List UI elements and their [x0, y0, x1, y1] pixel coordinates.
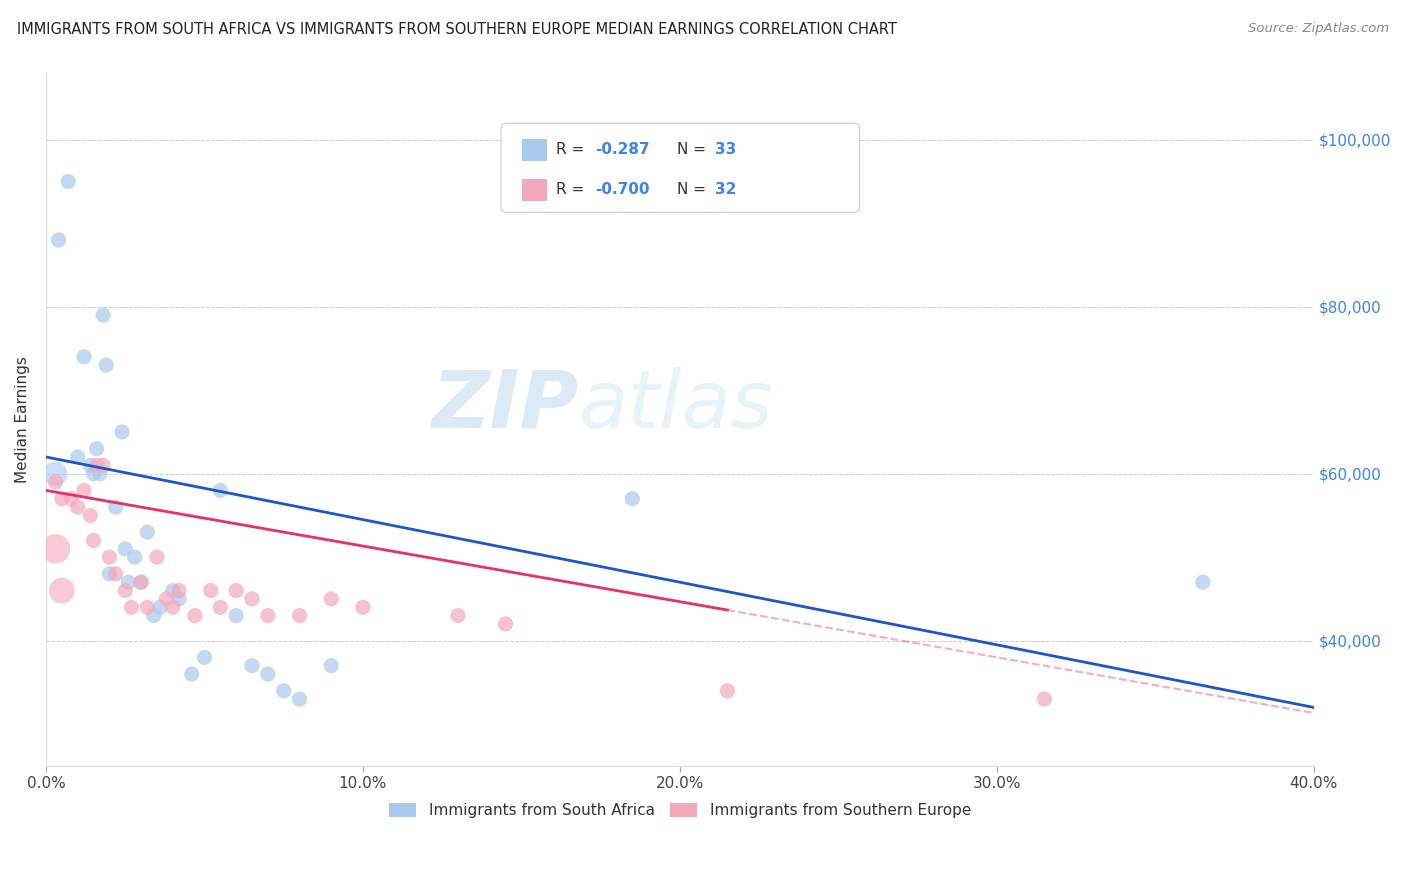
Point [146, 550, 169, 565]
Text: ZIP: ZIP [432, 367, 578, 444]
Point [111, 425, 134, 439]
Text: atlas: atlas [578, 367, 773, 444]
Text: R =: R = [555, 182, 589, 197]
Legend: Immigrants from South Africa, Immigrants from Southern Europe: Immigrants from South Africa, Immigrants… [382, 797, 977, 824]
Point [167, 591, 190, 606]
Point [321, 591, 343, 606]
Point [104, 566, 127, 581]
Point [56, 174, 79, 188]
Point [193, 650, 215, 665]
Text: N =: N = [676, 182, 710, 197]
Point [44, 467, 66, 481]
Point [209, 483, 232, 498]
Point [66, 450, 89, 464]
Text: IMMIGRANTS FROM SOUTH AFRICA VS IMMIGRANTS FROM SOUTHERN EUROPE MEDIAN EARNINGS : IMMIGRANTS FROM SOUTH AFRICA VS IMMIGRAN… [17, 22, 897, 37]
Point [83, 467, 105, 481]
Point [44, 475, 66, 489]
Point [129, 575, 152, 590]
Point [98, 566, 121, 581]
Point [256, 667, 278, 681]
Point [91, 458, 114, 473]
Y-axis label: Median Earnings: Median Earnings [15, 356, 30, 483]
Point [162, 600, 184, 615]
Point [240, 591, 263, 606]
Point [136, 600, 159, 615]
Point [136, 525, 159, 540]
Text: -0.700: -0.700 [595, 182, 650, 197]
Point [184, 608, 207, 623]
Point [180, 667, 202, 681]
Point [86, 442, 108, 456]
Point [149, 600, 172, 615]
Point [288, 608, 311, 623]
Point [209, 600, 232, 615]
Point [447, 608, 470, 623]
Point [51, 583, 73, 598]
Point [225, 583, 247, 598]
Point [66, 500, 89, 514]
Point [495, 616, 517, 631]
Point [79, 508, 101, 523]
Point [162, 583, 184, 598]
Point [352, 600, 374, 615]
Point [273, 683, 295, 698]
Point [51, 491, 73, 506]
Point [44, 541, 66, 556]
Point [98, 550, 121, 565]
Point [240, 658, 263, 673]
Point [104, 500, 127, 514]
Point [167, 583, 190, 598]
Point [124, 550, 146, 565]
Point [83, 533, 105, 548]
Point [142, 608, 165, 623]
Point [1191, 575, 1213, 590]
Point [121, 600, 143, 615]
Point [114, 541, 136, 556]
Text: Source: ZipAtlas.com: Source: ZipAtlas.com [1249, 22, 1389, 36]
Point [117, 575, 139, 590]
Point [716, 683, 738, 698]
Point [91, 308, 114, 322]
Point [114, 583, 136, 598]
Point [200, 583, 222, 598]
Point [288, 692, 311, 706]
Point [225, 608, 247, 623]
Point [79, 458, 101, 473]
Text: 32: 32 [714, 182, 737, 197]
Point [96, 358, 118, 372]
Point [60, 491, 83, 506]
Point [621, 491, 644, 506]
Point [256, 608, 278, 623]
Text: 33: 33 [714, 142, 735, 157]
Point [89, 467, 111, 481]
Point [48, 233, 70, 247]
Point [129, 575, 152, 590]
Text: -0.287: -0.287 [595, 142, 650, 157]
Text: R =: R = [555, 142, 589, 157]
Point [73, 350, 96, 364]
Point [73, 483, 96, 498]
Point [321, 658, 343, 673]
Point [155, 591, 177, 606]
Point [86, 458, 108, 473]
Point [1033, 692, 1056, 706]
Text: N =: N = [676, 142, 710, 157]
